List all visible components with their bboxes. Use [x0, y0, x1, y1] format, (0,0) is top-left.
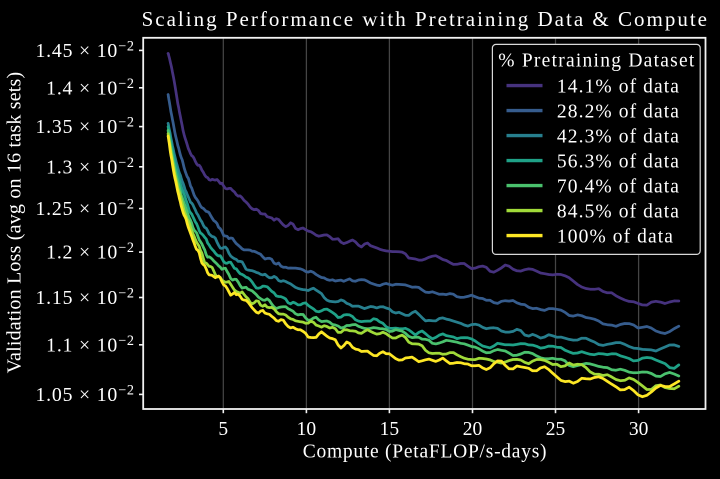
- svg-text:1.3 × 10−2: 1.3 × 10−2: [46, 155, 135, 179]
- svg-text:5: 5: [218, 419, 228, 440]
- svg-text:Compute (PetaFLOP/s-days): Compute (PetaFLOP/s-days): [303, 442, 548, 463]
- svg-text:1.4 × 10−2: 1.4 × 10−2: [46, 76, 135, 100]
- svg-text:1.2 × 10−2: 1.2 × 10−2: [46, 240, 135, 264]
- svg-text:42.3% of data: 42.3% of data: [557, 127, 680, 148]
- svg-text:20: 20: [463, 419, 483, 440]
- svg-text:1.05 × 10−2: 1.05 × 10−2: [35, 382, 134, 406]
- svg-text:100% of data: 100% of data: [557, 227, 674, 248]
- svg-text:56.3% of data: 56.3% of data: [557, 152, 680, 173]
- svg-text:Scaling Performance with Pretr: Scaling Performance with Pretraining Dat…: [142, 7, 709, 31]
- svg-text:1.1 × 10−2: 1.1 × 10−2: [46, 333, 135, 357]
- svg-text:15: 15: [380, 419, 400, 440]
- svg-text:14.1% of data: 14.1% of data: [557, 77, 680, 98]
- svg-text:1.15 × 10−2: 1.15 × 10−2: [35, 286, 134, 310]
- svg-text:70.4% of data: 70.4% of data: [557, 177, 680, 198]
- svg-text:% Pretraining Dataset: % Pretraining Dataset: [498, 51, 695, 72]
- svg-text:84.5% of data: 84.5% of data: [557, 202, 680, 223]
- svg-text:30: 30: [629, 419, 649, 440]
- svg-text:1.45 × 10−2: 1.45 × 10−2: [35, 38, 134, 62]
- svg-text:10: 10: [297, 419, 317, 440]
- svg-text:25: 25: [546, 419, 566, 440]
- svg-text:1.25 × 10−2: 1.25 × 10−2: [35, 197, 134, 221]
- svg-text:28.2% of data: 28.2% of data: [557, 102, 680, 123]
- svg-text:1.35 × 10−2: 1.35 × 10−2: [35, 115, 134, 139]
- svg-text:Validation Loss (avg on 16 tas: Validation Loss (avg on 16 task sets): [4, 72, 26, 374]
